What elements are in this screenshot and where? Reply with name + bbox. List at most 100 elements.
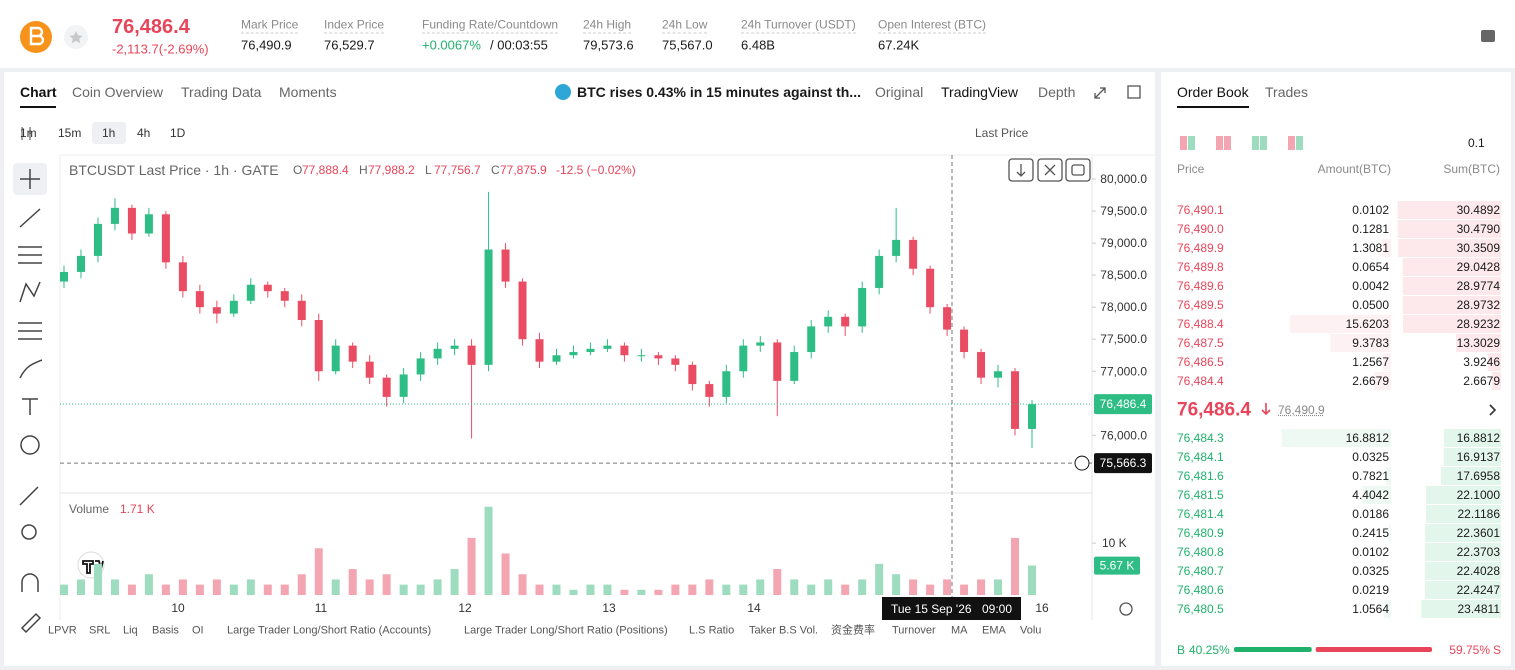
volume-bar bbox=[110, 579, 119, 595]
candle-body bbox=[671, 358, 680, 365]
candle-body bbox=[144, 214, 153, 234]
volume-bar bbox=[671, 584, 680, 595]
indicator[interactable]: Large Trader Long/Short Ratio (Positions… bbox=[464, 624, 668, 637]
indicator[interactable]: Liq bbox=[123, 624, 138, 637]
indicator[interactable]: OI bbox=[192, 624, 204, 637]
book-price[interactable]: 76,480.9 bbox=[1177, 526, 1224, 540]
volume-bar bbox=[501, 553, 510, 595]
interval[interactable]: 1D bbox=[170, 126, 186, 140]
book-amount: 0.0102 bbox=[1352, 545, 1389, 559]
sum-depth-bar bbox=[1425, 581, 1501, 599]
book-amount: 0.2415 bbox=[1352, 526, 1389, 540]
candle-body bbox=[280, 291, 289, 301]
book-price[interactable]: 76,490.0 bbox=[1177, 222, 1224, 236]
candle-body bbox=[994, 371, 1003, 378]
star-icon bbox=[69, 31, 83, 44]
candle-body bbox=[807, 326, 816, 353]
book-tab[interactable]: Trades bbox=[1265, 84, 1309, 100]
indicator[interactable]: LPVR bbox=[48, 624, 77, 637]
book-price[interactable]: 76,481.5 bbox=[1177, 488, 1224, 502]
volume-bar bbox=[790, 579, 799, 595]
volume-bar bbox=[620, 589, 629, 595]
drawing-tools[interactable] bbox=[18, 169, 43, 634]
interval[interactable]: 1m bbox=[20, 126, 37, 140]
book-price[interactable]: 76,489.8 bbox=[1177, 260, 1224, 274]
indicator[interactable]: EMA bbox=[982, 624, 1006, 637]
candle-body bbox=[76, 255, 85, 272]
book-price[interactable]: 76,481.6 bbox=[1177, 469, 1224, 483]
menu-icon[interactable] bbox=[1481, 30, 1495, 42]
volume-bar bbox=[807, 584, 816, 595]
indicator[interactable]: 资金费率 bbox=[831, 624, 875, 637]
chart-tab[interactable]: Chart bbox=[20, 84, 57, 100]
interval[interactable]: 1h bbox=[102, 126, 116, 140]
book-price[interactable]: 76,486.5 bbox=[1177, 355, 1224, 369]
book-sum: 16.8812 bbox=[1456, 431, 1500, 445]
volume-bar bbox=[739, 584, 748, 595]
more-arrow bbox=[1489, 404, 1497, 416]
indicator[interactable]: Turnover bbox=[892, 624, 936, 637]
book-price[interactable]: 76,484.4 bbox=[1177, 374, 1224, 388]
book-price[interactable]: 76,480.6 bbox=[1177, 583, 1224, 597]
book-price[interactable]: 76,480.7 bbox=[1177, 564, 1224, 578]
chart-tab[interactable]: Moments bbox=[279, 84, 337, 100]
indicator[interactable]: Taker B.S Vol. bbox=[749, 624, 819, 637]
candle-body bbox=[195, 291, 204, 308]
candle-body bbox=[1028, 404, 1036, 429]
indicator[interactable]: Basis bbox=[152, 624, 179, 637]
book-price[interactable]: 76,488.4 bbox=[1177, 317, 1224, 331]
book-price[interactable]: 76,490.1 bbox=[1177, 203, 1224, 217]
indicator[interactable]: Volu bbox=[1020, 624, 1042, 637]
book-price[interactable]: 76,480.5 bbox=[1177, 602, 1224, 616]
volume-bar bbox=[1028, 565, 1036, 595]
book-price[interactable]: 76,480.8 bbox=[1177, 545, 1224, 559]
volume-bar bbox=[450, 569, 459, 595]
book-sum: 2.6679 bbox=[1463, 374, 1500, 388]
indicator[interactable]: SRL bbox=[89, 624, 111, 637]
top-bar bbox=[0, 0, 1515, 68]
book-sum: 30.4892 bbox=[1456, 203, 1500, 217]
interval[interactable]: 4h bbox=[137, 126, 151, 140]
volume-bar bbox=[348, 569, 357, 595]
candle-body bbox=[161, 214, 170, 263]
ohlc-change: -12.5 (−0.02%) bbox=[556, 163, 636, 177]
book-price[interactable]: 76,489.9 bbox=[1177, 241, 1224, 255]
book-header: Price bbox=[1177, 162, 1205, 176]
view-tab[interactable]: Depth bbox=[1038, 84, 1076, 100]
book-tab[interactable]: Order Book bbox=[1177, 84, 1249, 100]
book-price[interactable]: 76,484.3 bbox=[1177, 431, 1224, 445]
candle-body bbox=[552, 355, 561, 362]
book-price[interactable]: 76,481.4 bbox=[1177, 507, 1224, 521]
book-amount: 4.4042 bbox=[1352, 488, 1389, 502]
chart-tab[interactable]: Trading Data bbox=[181, 84, 262, 100]
volume-bar bbox=[144, 574, 153, 595]
chart-controls[interactable] bbox=[1008, 85, 1141, 616]
chart-tab[interactable]: Coin Overview bbox=[72, 84, 164, 100]
view-tab[interactable]: TradingView bbox=[941, 84, 1019, 100]
ohlc-key: C bbox=[491, 163, 500, 177]
mark-price: 76,490.9 bbox=[1278, 403, 1325, 417]
indicator[interactable]: L.S Ratio bbox=[689, 624, 735, 637]
candle-body bbox=[722, 371, 731, 397]
view-tab[interactable]: Original bbox=[875, 84, 924, 100]
book-price[interactable]: 76,487.5 bbox=[1177, 336, 1224, 350]
candle-body bbox=[416, 358, 425, 375]
x-tick-label: 12 bbox=[458, 601, 472, 615]
ohlc-value: 77,875.9 bbox=[500, 163, 547, 177]
book-tab-underline bbox=[1177, 106, 1249, 108]
volume-bar bbox=[229, 584, 238, 595]
book-sum: 17.6958 bbox=[1456, 469, 1500, 483]
interval[interactable]: 15m bbox=[58, 126, 82, 140]
book-price[interactable]: 76,489.6 bbox=[1177, 279, 1224, 293]
indicator[interactable]: Large Trader Long/Short Ratio (Accounts) bbox=[227, 624, 432, 637]
book-price[interactable]: 76,489.5 bbox=[1177, 298, 1224, 312]
price-source[interactable]: Last Price bbox=[975, 126, 1029, 140]
candle-body bbox=[535, 339, 544, 362]
book-price[interactable]: 76,484.1 bbox=[1177, 450, 1224, 464]
book-step[interactable]: 0.1 bbox=[1468, 136, 1485, 150]
indicator[interactable]: MA bbox=[951, 624, 968, 637]
volume-bar bbox=[926, 584, 935, 595]
news[interactable]: BTC rises 0.43% in 15 minutes against th… bbox=[577, 84, 861, 100]
volume-bar bbox=[960, 584, 969, 595]
toolbar-icons[interactable] bbox=[21, 127, 31, 140]
